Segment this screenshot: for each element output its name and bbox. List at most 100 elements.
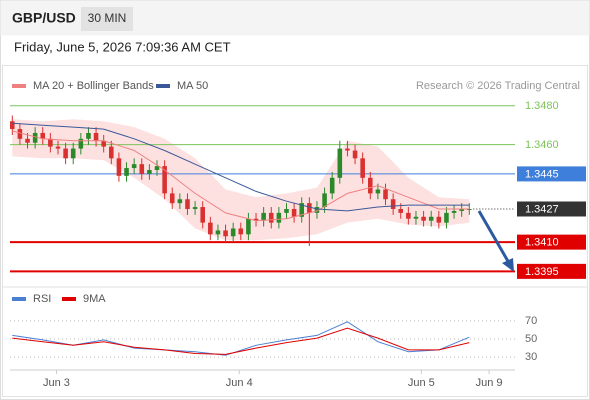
legend-label: 9MA <box>83 293 106 305</box>
candle-body <box>124 168 129 176</box>
candle-body <box>131 164 137 169</box>
level-label: 1.3480 <box>525 100 559 112</box>
x-tick-label: Jun 3 <box>43 377 70 389</box>
candle-body <box>314 207 320 213</box>
candle-body <box>32 132 38 143</box>
timestamp: Friday, June 5, 2026 7:09:36 AM CET <box>14 39 231 54</box>
level-label-box <box>517 263 586 279</box>
candle-body <box>101 140 106 147</box>
level-label: 1.3410 <box>525 237 559 249</box>
legend-swatch <box>12 297 26 301</box>
candle-body <box>139 164 145 174</box>
legend-swatch <box>156 84 170 88</box>
candle-body <box>185 199 190 209</box>
candle-body <box>375 189 381 194</box>
candle-body <box>63 148 68 159</box>
candle-body <box>413 216 419 219</box>
candle-body <box>352 150 358 159</box>
candle-body <box>48 138 53 147</box>
candle-body <box>109 146 114 159</box>
x-tick-label: Jun 4 <box>226 377 253 389</box>
level-label: 1.3445 <box>525 168 559 180</box>
candle-body <box>230 228 236 237</box>
level-label: 1.3427 <box>525 203 559 215</box>
candle-body <box>406 212 411 219</box>
level-label: 1.3395 <box>525 266 559 278</box>
candle-body <box>223 230 228 237</box>
interval[interactable]: 30 MIN <box>88 11 127 25</box>
candle-body <box>428 216 434 221</box>
candle-body <box>284 208 289 213</box>
candle-body <box>70 148 76 159</box>
source: Research © 2026 Trading Central <box>416 80 580 92</box>
candle-body <box>337 148 343 178</box>
level-label-box <box>517 166 586 182</box>
level-label: 1.3460 <box>525 139 559 151</box>
candle-body <box>322 193 327 208</box>
y-tick-label: 50 <box>525 333 537 345</box>
candle-body <box>459 208 464 211</box>
candle-body <box>177 199 183 204</box>
chart-frame <box>2 65 588 397</box>
candle-body <box>390 199 396 209</box>
candle-body <box>329 177 335 194</box>
forecast-arrow <box>477 210 511 264</box>
candle-body <box>451 210 457 213</box>
candle-body <box>276 212 282 223</box>
candle-body <box>398 208 404 213</box>
legend-label: MA 20 + Bollinger Bands <box>33 80 154 92</box>
candle-body <box>307 203 312 213</box>
legend-label: RSI <box>33 293 51 305</box>
candle-body <box>436 216 442 223</box>
candle-body <box>147 170 152 174</box>
legend-swatch <box>62 297 76 301</box>
candle-body <box>421 216 426 221</box>
candle-body <box>299 203 305 217</box>
candle-body <box>261 212 266 221</box>
candle-body <box>253 218 259 221</box>
candle-body <box>291 208 297 217</box>
candle-body <box>25 138 30 143</box>
candle-body <box>444 212 449 223</box>
candle-body <box>200 207 205 223</box>
candle-body <box>86 132 91 139</box>
rsi-line <box>12 321 470 356</box>
candle-body <box>154 166 160 171</box>
y-tick-label: 70 <box>525 315 537 327</box>
chart-title: GBP/USD <box>12 10 76 26</box>
x-tick-label: Jun 9 <box>476 377 503 389</box>
candle-body <box>10 121 15 130</box>
legend-swatch <box>12 84 26 88</box>
rsi-line <box>12 327 470 355</box>
candle-body <box>17 129 23 139</box>
candle-body <box>169 193 175 204</box>
x-tick-label: Jun 5 <box>408 377 435 389</box>
candle-body <box>93 132 99 141</box>
candle-body <box>162 166 167 194</box>
rsi-panel: 70 50 30 Jun 3 Jun 4 Jun 5 Jun 9 RSI 9MA <box>10 293 537 389</box>
candle-body <box>40 132 46 139</box>
interval-box[interactable] <box>81 7 133 31</box>
candle-body <box>238 228 244 235</box>
level-label-box <box>517 201 586 217</box>
candle-body <box>208 222 213 235</box>
candle-body <box>360 158 365 178</box>
candle-body <box>268 212 274 223</box>
candle-body <box>345 148 350 151</box>
forecast-arrowhead <box>502 258 514 272</box>
candle-body <box>192 207 198 209</box>
candle-body <box>78 138 84 149</box>
candle-body <box>55 146 61 149</box>
y-tick-label: 30 <box>525 351 537 363</box>
price-panel: 1.3480 1.3460 1.3445 1.3427 1.3410 1.3395 MA 2… <box>10 80 586 279</box>
candle-body <box>215 230 221 235</box>
level-label-box <box>517 234 586 250</box>
legend-label: MA 50 <box>177 80 208 92</box>
ma-line <box>12 122 470 212</box>
candle-body <box>116 158 122 176</box>
candle-body <box>367 177 373 194</box>
ma-line <box>12 130 470 222</box>
candle-body <box>383 189 388 200</box>
